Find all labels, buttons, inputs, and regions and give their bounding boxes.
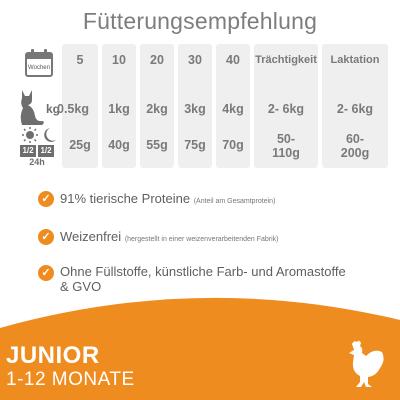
column-food: 25g [69,138,91,152]
cat-icon [20,90,44,125]
half-portion-a: 1/2 [20,145,36,157]
feeding-table: Wochen kg 1/2 1/2 24h 5 0.5kg 25g 10 [14,44,388,168]
check-icon: ✓ [38,191,54,207]
feature-text-line2: & GVO [60,279,102,294]
orange-wave-band [0,297,400,400]
column-head: Trächtigkeit [255,54,317,66]
column-weight: 3kg [184,102,206,116]
feature-text: 91% tierische Proteine [60,191,191,206]
banner-title: JUNIOR [6,342,100,369]
column-food: 40g [108,138,130,152]
check-icon: ✓ [38,265,54,281]
feature-text-line1: Ohne Füllstoffe, künstliche Farb- und Ar… [60,264,346,279]
column-head: 30 [188,53,202,67]
half-portion-b: 1/2 [38,145,54,157]
column-40: 40 4kg 70g [216,44,250,168]
column-weight: 2- 6kg [336,102,374,116]
column-food: 70g [222,138,244,152]
banner-subtitle: 1-12 MONATE [6,369,135,390]
column-head: Laktation [330,54,380,66]
column-head: 40 [226,53,240,67]
column-10: 10 1kg 40g [102,44,136,168]
column-head: 20 [150,53,164,67]
column-head: 10 [112,53,126,67]
feature-note: (Anteil am Gesamtprotein) [193,198,276,205]
column-food: 75g [184,138,206,152]
column-pregnancy: Trächtigkeit 2- 6kg 50- 110g [254,44,318,168]
column-5: 5 0.5kg 25g [57,44,98,168]
column-food-line2: 200g [340,146,370,160]
check-icon: ✓ [38,229,54,245]
column-food: 55g [146,138,168,152]
feature-text-wrap: Weizenfrei (hergestellt in einer weizenv… [60,229,279,244]
column-food-line1: 50- [276,132,296,146]
calendar-icon [25,49,53,77]
column-weight: 1kg [108,102,130,116]
column-food-line2: 110g [272,146,300,160]
kg-label: kg [46,102,61,116]
column-weight: 4kg [222,102,244,116]
feature-text-wrap: 91% tierische Proteine (Anteil am Gesamt… [60,191,275,206]
column-weight: 0.5kg [57,102,89,116]
sun-moon-icon [22,127,56,143]
feature-note: (hergestellt in einer weizenverarbeitend… [124,236,279,243]
page-title: Fütterungsempfehlung [82,8,318,34]
hours-label: 24h [29,157,45,167]
row-icons: Wochen kg 1/2 1/2 24h [14,44,62,168]
column-20: 20 2kg 55g [140,44,174,168]
column-30: 30 3kg 75g [178,44,212,168]
column-lactation: Laktation 2- 6kg 60- 200g [322,44,388,168]
column-weight: 2kg [146,102,168,116]
column-weight: 2- 6kg [267,102,305,116]
chicken-icon [349,340,384,387]
column-food-line1: 60- [345,132,365,146]
feature-text: Weizenfrei [60,229,122,244]
column-head: 5 [76,53,84,67]
weeks-label: Wochen [28,65,50,71]
